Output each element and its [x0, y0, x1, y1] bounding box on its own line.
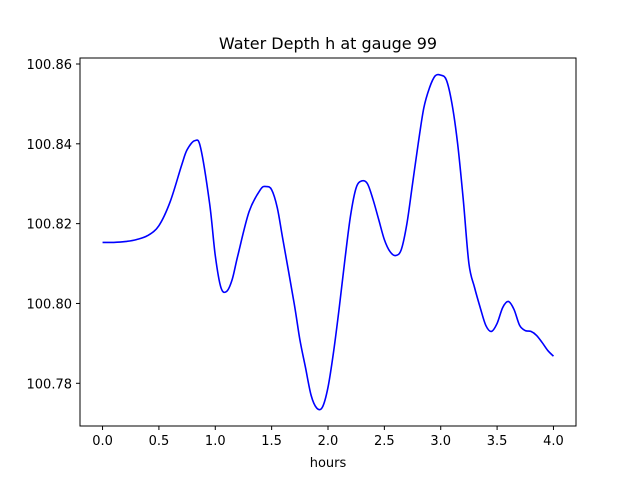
x-tick-label: 0.0 [92, 434, 113, 449]
x-tick-label: 3.5 [487, 434, 508, 449]
x-tick-label: 3.0 [430, 434, 451, 449]
y-tick-label: 100.80 [27, 297, 73, 312]
y-tick-label: 100.86 [27, 58, 73, 73]
y-axis-ticks: 100.78 100.80 100.82 100.84 100.86 [27, 58, 80, 392]
x-tick-label: 4.0 [543, 434, 564, 449]
series-line [102, 73, 555, 411]
y-tick-label: 100.84 [27, 138, 73, 153]
x-axis-ticks: 0.0 0.5 1.0 1.5 2.0 2.5 3.0 3.5 4.0 [92, 426, 564, 449]
x-tick-label: 2.5 [374, 434, 395, 449]
x-tick-label: 0.5 [149, 434, 170, 449]
x-axis-label: hours [310, 456, 347, 471]
x-tick-label: 1.5 [261, 434, 282, 449]
y-tick-label: 100.82 [27, 218, 73, 233]
x-tick-label: 2.0 [318, 434, 339, 449]
series-layer [102, 73, 555, 411]
y-tick-label: 100.78 [27, 377, 73, 392]
plot-frame [79, 57, 577, 427]
x-tick-label: 1.0 [205, 434, 226, 449]
chart-title: Water Depth h at gauge 99 [219, 34, 437, 53]
